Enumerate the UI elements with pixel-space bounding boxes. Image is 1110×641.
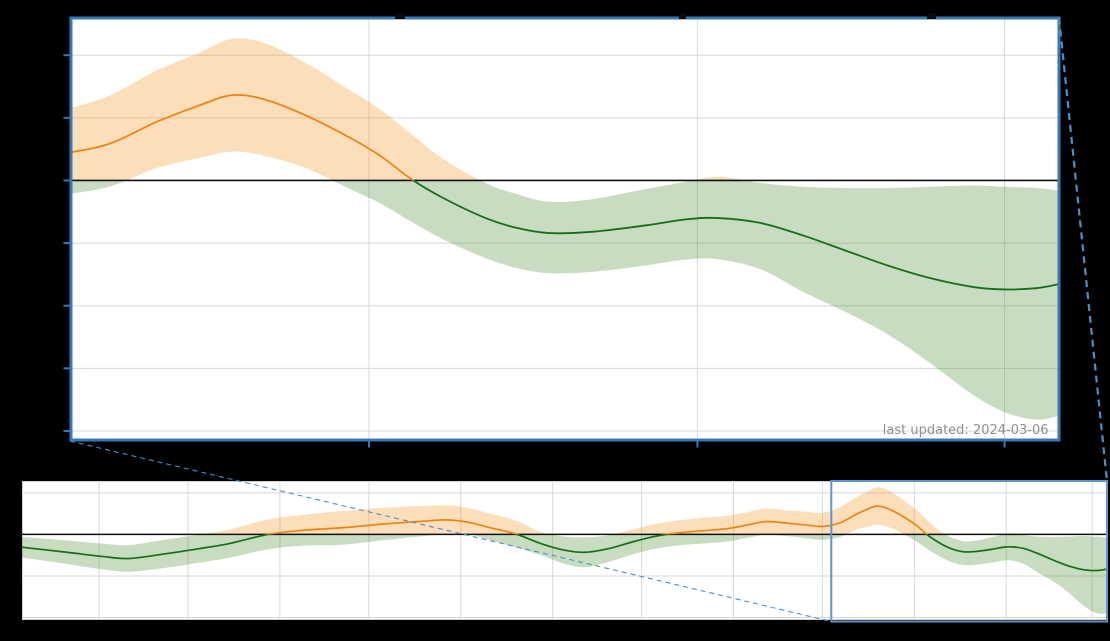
main-series-line [72,94,1058,291]
overview-chart [22,481,1107,620]
connector-line-bottom-left [69,440,832,623]
zoom-connector-lines [69,17,1109,623]
overview-series-line [22,505,1107,572]
connector-line-top-right [1057,17,1109,482]
zoom-region-rect [830,480,1108,623]
main-chart: last updated: 2024-03-06 [63,13,1061,448]
title-descender-marks [395,13,936,19]
main-x-axis-ticks [368,441,1006,448]
last-updated-label: last updated: 2024-03-06 [883,423,1049,438]
main-y-axis-ticks [63,54,70,432]
zoom-inset-border [69,16,1061,442]
main-confidence-band [72,38,1058,420]
